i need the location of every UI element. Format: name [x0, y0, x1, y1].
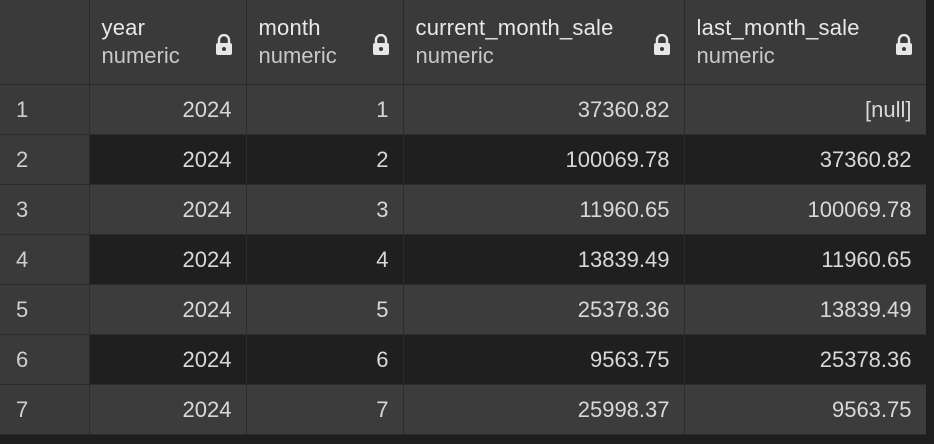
- table-row[interactable]: 2 2024 2 100069.78 37360.82: [0, 134, 927, 185]
- cell-current-month-sale[interactable]: 37360.82: [403, 84, 685, 135]
- column-header-last-month-sale[interactable]: last_month_sale numeric: [684, 0, 927, 85]
- cell-last-month-sale[interactable]: 11960.65: [684, 234, 927, 285]
- column-type: numeric: [415, 43, 494, 68]
- cell-year[interactable]: 2024: [89, 184, 247, 235]
- cell-current-month-sale[interactable]: 11960.65: [403, 184, 685, 235]
- row-number[interactable]: 4: [0, 234, 90, 285]
- cell-current-month-sale[interactable]: 9563.75: [403, 334, 685, 385]
- cell-month[interactable]: 1: [246, 84, 404, 135]
- cell-current-month-sale[interactable]: 100069.78: [403, 134, 685, 185]
- cell-current-month-sale[interactable]: 25378.36: [403, 284, 685, 335]
- column-type: numeric: [258, 43, 337, 68]
- cell-year[interactable]: 2024: [89, 234, 247, 285]
- cell-month[interactable]: 2: [246, 134, 404, 185]
- lock-icon: [653, 34, 670, 55]
- grid-right-edge: [926, 0, 934, 444]
- cell-month[interactable]: 3: [246, 184, 404, 235]
- cell-month[interactable]: 7: [246, 384, 404, 435]
- cell-year[interactable]: 2024: [89, 334, 247, 385]
- cell-last-month-sale[interactable]: 100069.78: [684, 184, 927, 235]
- results-table: year numeric month numeric: [0, 0, 927, 435]
- table-row[interactable]: 5 2024 5 25378.36 13839.49: [0, 284, 927, 335]
- column-name: month: [258, 15, 321, 40]
- cell-last-month-sale[interactable]: [null]: [684, 84, 927, 135]
- row-number-header[interactable]: [0, 0, 90, 85]
- column-type: numeric: [696, 43, 775, 68]
- table-row[interactable]: 4 2024 4 13839.49 11960.65: [0, 234, 927, 285]
- table-row[interactable]: 3 2024 3 11960.65 100069.78: [0, 184, 927, 235]
- row-number[interactable]: 2: [0, 134, 90, 185]
- row-number[interactable]: 3: [0, 184, 90, 235]
- cell-last-month-sale[interactable]: 13839.49: [684, 284, 927, 335]
- cell-current-month-sale[interactable]: 13839.49: [403, 234, 685, 285]
- row-number[interactable]: 1: [0, 84, 90, 135]
- cell-year[interactable]: 2024: [89, 84, 247, 135]
- header-row: year numeric month numeric: [0, 0, 927, 85]
- column-name: current_month_sale: [415, 15, 614, 40]
- cell-year[interactable]: 2024: [89, 384, 247, 435]
- column-header-current-month-sale[interactable]: current_month_sale numeric: [403, 0, 685, 85]
- column-header-year[interactable]: year numeric: [89, 0, 247, 85]
- cell-month[interactable]: 6: [246, 334, 404, 385]
- column-type: numeric: [101, 43, 180, 68]
- cell-year[interactable]: 2024: [89, 284, 247, 335]
- row-number[interactable]: 6: [0, 334, 90, 385]
- table-row[interactable]: 7 2024 7 25998.37 9563.75: [0, 384, 927, 435]
- lock-icon: [215, 34, 232, 55]
- cell-last-month-sale[interactable]: 25378.36: [684, 334, 927, 385]
- lock-icon: [372, 34, 389, 55]
- column-header-month[interactable]: month numeric: [246, 0, 404, 85]
- lock-icon: [895, 34, 912, 55]
- column-name: year: [101, 15, 146, 40]
- cell-last-month-sale[interactable]: 9563.75: [684, 384, 927, 435]
- cell-current-month-sale[interactable]: 25998.37: [403, 384, 685, 435]
- table-row[interactable]: 1 2024 1 37360.82 [null]: [0, 84, 927, 135]
- cell-year[interactable]: 2024: [89, 134, 247, 185]
- row-number[interactable]: 7: [0, 384, 90, 435]
- cell-month[interactable]: 4: [246, 234, 404, 285]
- row-number[interactable]: 5: [0, 284, 90, 335]
- cell-last-month-sale[interactable]: 37360.82: [684, 134, 927, 185]
- column-name: last_month_sale: [696, 15, 860, 40]
- cell-month[interactable]: 5: [246, 284, 404, 335]
- table-row[interactable]: 6 2024 6 9563.75 25378.36: [0, 334, 927, 385]
